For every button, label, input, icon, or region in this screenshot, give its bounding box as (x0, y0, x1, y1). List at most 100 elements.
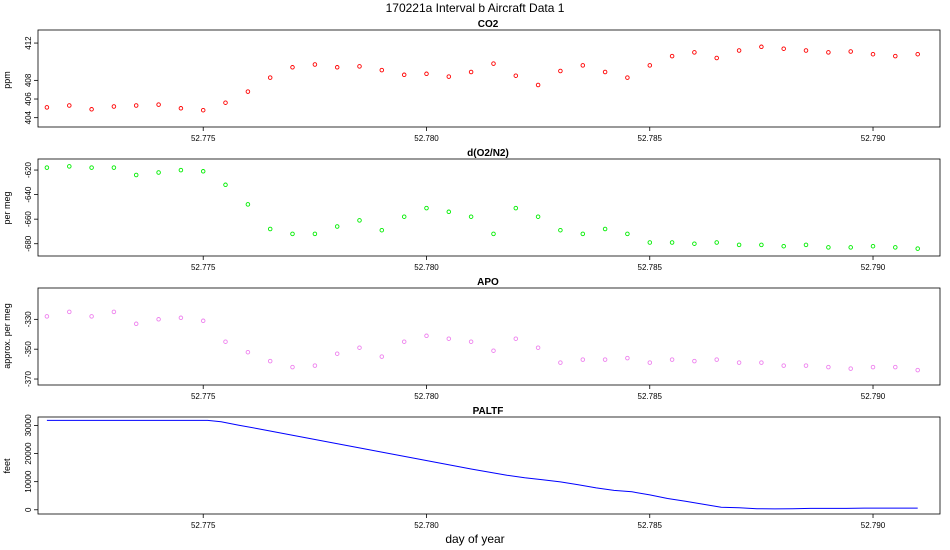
do2n2-panel: d(O2/N2) per meg 52.775 52.780 52.785 52.79… (2, 148, 941, 272)
do2n2-data-point (424, 205, 429, 211)
do2n2-data-point (602, 226, 608, 232)
apo-data-point (580, 357, 586, 362)
co2-x-axis: 52.775 52.780 52.785 52.790 (191, 127, 886, 143)
co2-data-point (446, 74, 452, 79)
co2-data-point (290, 65, 295, 70)
do2n2-data-points (44, 164, 920, 251)
apo-data-point (357, 345, 362, 350)
do2n2-data-point (200, 169, 206, 174)
do2n2-data-point (290, 231, 295, 237)
figure-title: 170221a Interval b Aircraft Data 1 (386, 1, 565, 15)
do2n2-x-tick-label: 52.785 (638, 263, 663, 272)
paltf-plot-frame (37, 416, 941, 515)
do2n2-data-point (379, 227, 385, 233)
apo-data-point (826, 364, 831, 370)
do2n2-x-tick-label: 52.780 (414, 263, 439, 272)
apo-data-point (848, 366, 853, 371)
apo-data-point (669, 357, 675, 362)
apo-y-tick-label: -330 (24, 311, 33, 328)
co2-data-point (826, 50, 831, 55)
apo-plot-frame (37, 287, 941, 386)
apo-data-point (290, 364, 295, 370)
co2-data-point (312, 62, 318, 67)
do2n2-panel-title: d(O2/N2) (467, 148, 509, 159)
apo-data-point (803, 363, 809, 368)
do2n2-y-tick-label: -680 (24, 235, 33, 252)
paltf-panel-title: PALTF (473, 406, 504, 417)
apo-data-point (44, 314, 50, 319)
co2-data-point (133, 103, 139, 108)
do2n2-data-point (334, 224, 340, 229)
paltf-y-tick-label: 30000 (24, 414, 33, 437)
do2n2-data-point (223, 182, 228, 188)
do2n2-data-point (535, 214, 541, 219)
do2n2-data-point (357, 218, 362, 223)
co2-data-point (759, 44, 764, 50)
co2-y-label: ppm (2, 71, 12, 89)
co2-data-point (223, 100, 228, 105)
co2-data-point (245, 89, 251, 94)
co2-data-point (401, 72, 407, 78)
do2n2-y-label: per meg (2, 191, 12, 224)
co2-data-point (625, 75, 630, 80)
co2-y-tick-label: 404 (24, 110, 33, 124)
apo-data-point (468, 339, 474, 344)
do2n2-data-point (312, 231, 318, 237)
do2n2-y-tick-label: -640 (24, 186, 33, 203)
do2n2-data-point (759, 242, 764, 248)
apo-y-label: approx. per meg (2, 303, 12, 369)
do2n2-data-point (67, 164, 72, 169)
do2n2-data-point (826, 245, 831, 250)
apo-data-point (156, 317, 161, 322)
co2-y-tick-label: 406 (24, 92, 33, 106)
co2-data-point (178, 106, 184, 111)
do2n2-y-axis: -620 -640 -660 -680 (24, 161, 38, 252)
do2n2-data-point (714, 240, 719, 245)
co2-x-tick-label: 52.785 (638, 134, 663, 143)
apo-data-point (781, 363, 786, 368)
paltf-y-tick-label: 10000 (24, 470, 33, 493)
co2-panel-title: CO2 (478, 19, 499, 30)
apo-data-point (178, 315, 184, 321)
apo-x-tick-label: 52.780 (414, 392, 439, 401)
paltf-panel: PALTF feet 52.775 52.780 52.785 52.790 0 100… (2, 406, 941, 530)
do2n2-data-point (156, 170, 161, 175)
do2n2-data-point (245, 202, 251, 207)
apo-data-point (893, 364, 898, 370)
apo-x-tick-label: 52.790 (861, 392, 886, 401)
co2-data-point (669, 53, 675, 59)
do2n2-data-point (401, 214, 407, 219)
co2-data-point (111, 104, 117, 109)
do2n2-data-point (468, 214, 474, 219)
apo-data-point (424, 333, 429, 339)
do2n2-data-point (625, 231, 630, 237)
co2-data-point (736, 48, 742, 53)
apo-panel: APO approx. per meg 52.775 52.780 52.785 52… (2, 277, 941, 401)
co2-panel: CO2 ppm 52.775 52.780 52.785 52.790 4044064… (2, 19, 941, 143)
co2-data-point (535, 82, 541, 88)
co2-y-axis: 404 406 408 412 (24, 36, 38, 124)
apo-data-point (692, 358, 697, 364)
co2-x-tick-label: 52.775 (191, 134, 216, 143)
do2n2-data-point (44, 165, 50, 170)
co2-data-point (870, 51, 876, 57)
do2n2-data-point (893, 245, 898, 250)
paltf-y-axis: 0 10000 20000 30000 (24, 414, 38, 512)
apo-data-point (245, 349, 251, 355)
co2-data-point (803, 48, 809, 53)
apo-x-tick-label: 52.775 (191, 392, 216, 401)
co2-data-point (267, 75, 273, 80)
apo-data-point (267, 358, 273, 364)
paltf-y-label: feet (2, 458, 12, 474)
paltf-y-tick-label: 0 (24, 507, 33, 512)
apo-data-point (535, 345, 541, 350)
co2-data-point (89, 107, 94, 112)
co2-data-point (67, 103, 72, 108)
do2n2-y-tick-label: -660 (24, 211, 33, 228)
apo-data-point (89, 314, 94, 319)
paltf-x-tick-label: 52.780 (414, 521, 439, 530)
do2n2-data-point (446, 209, 452, 215)
paltf-x-axis: 52.775 52.780 52.785 52.790 (191, 514, 886, 530)
co2-data-point (379, 67, 385, 73)
